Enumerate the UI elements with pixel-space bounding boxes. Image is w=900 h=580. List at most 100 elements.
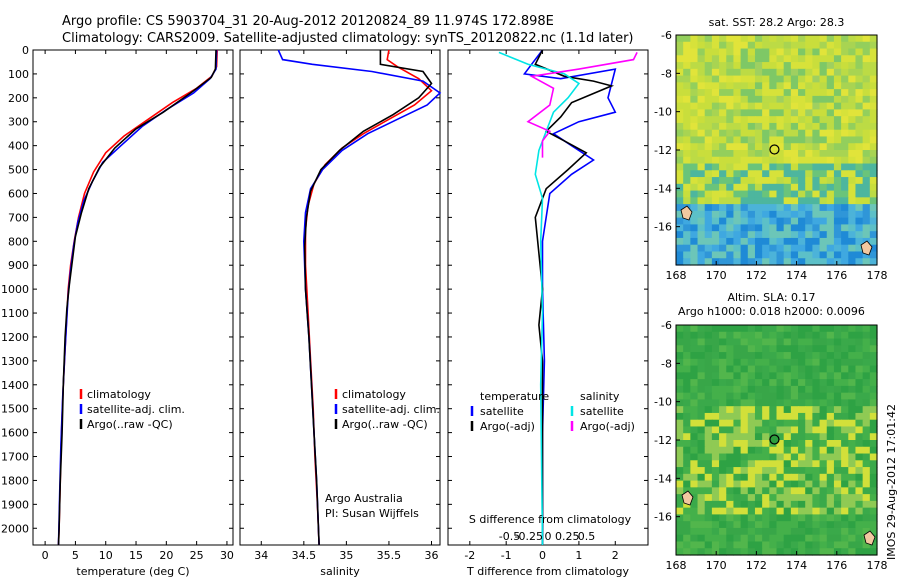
map-cell	[855, 534, 864, 543]
map-cell	[819, 210, 828, 219]
map-cell	[776, 95, 785, 104]
map-cell	[805, 507, 813, 516]
map-cell	[711, 136, 720, 144]
map-cell	[697, 352, 706, 360]
map-cell	[683, 35, 691, 43]
map-cell	[805, 487, 813, 495]
map-cell	[726, 109, 735, 117]
map-cell	[711, 507, 720, 516]
map-cell	[812, 541, 821, 549]
map-cell	[790, 426, 799, 434]
map-cell	[740, 358, 749, 367]
map-cell	[819, 41, 828, 50]
map-cell	[754, 345, 763, 353]
map-cell	[769, 197, 778, 205]
map-cell	[855, 419, 864, 428]
map-cell	[776, 48, 785, 56]
map-cell	[841, 244, 849, 253]
map-cell	[798, 325, 806, 333]
map-cell	[711, 122, 720, 131]
map-cell	[790, 163, 799, 171]
map-cell	[733, 75, 742, 83]
map-cell	[826, 399, 835, 407]
map-cell	[833, 406, 842, 414]
map-cell	[697, 473, 706, 482]
map-cell	[754, 379, 763, 387]
map-cell	[733, 217, 742, 226]
map-cell	[826, 514, 835, 522]
map-cell	[711, 129, 720, 138]
map-cell	[762, 41, 770, 50]
map-cell	[812, 507, 821, 516]
map-cell	[783, 500, 792, 509]
map-cell	[747, 399, 756, 407]
map-cell	[769, 102, 778, 111]
map-cell	[719, 102, 727, 111]
map-cell	[841, 89, 849, 97]
map-cell	[805, 109, 813, 117]
map-cell	[704, 433, 713, 441]
map-cell	[726, 325, 735, 333]
map-cell	[869, 190, 878, 198]
map-cell	[697, 82, 706, 90]
map-cell	[783, 345, 792, 353]
map-cell	[855, 224, 864, 232]
map-cell	[855, 48, 864, 56]
map-cell	[726, 68, 735, 77]
x-tick-label: 1	[575, 549, 582, 562]
map-cell	[754, 453, 763, 461]
map-cell	[783, 35, 792, 43]
map-cell	[740, 163, 749, 171]
map-cell	[733, 258, 742, 266]
map-cell	[704, 244, 713, 253]
map-cell	[740, 68, 749, 77]
map-cell	[869, 406, 878, 414]
map-cell	[733, 237, 742, 246]
map-cell	[690, 487, 699, 495]
map-cell	[826, 480, 835, 488]
map-cell	[697, 385, 706, 394]
x-tick-label: 35.5	[377, 549, 402, 562]
map-cell	[869, 41, 878, 50]
map-cell	[683, 500, 691, 509]
map-cell	[826, 150, 835, 158]
y-tick-label: 300	[8, 116, 29, 129]
map-cell	[798, 419, 806, 428]
map-cell	[754, 358, 763, 367]
map-cell	[690, 163, 699, 171]
map-cell	[812, 433, 821, 441]
map-cell	[719, 480, 727, 488]
map-cell	[711, 109, 720, 117]
map-cell	[855, 68, 864, 77]
map-cell	[676, 129, 684, 138]
map-cell	[798, 231, 806, 239]
map-cell	[812, 102, 821, 111]
map-cell	[790, 62, 799, 70]
map-cell	[697, 372, 706, 380]
map-cell	[790, 82, 799, 90]
map-cell	[862, 541, 871, 549]
map-cell	[841, 109, 849, 117]
sst-map-title: sat. SST: 28.2 Argo: 28.3	[709, 16, 845, 29]
map-cell	[690, 473, 699, 482]
map-cell	[790, 392, 799, 401]
map-cell	[783, 109, 792, 117]
map-cell	[733, 440, 742, 448]
map-cell	[754, 392, 763, 401]
map-cell	[740, 507, 749, 516]
map-cell	[711, 170, 720, 178]
map-cell	[747, 244, 756, 253]
map-cell	[855, 500, 864, 509]
x-tick-label: 5	[72, 549, 79, 562]
map-cell	[798, 392, 806, 401]
map-cell	[733, 197, 742, 205]
map-cell	[754, 480, 763, 488]
map-cell	[704, 338, 713, 346]
map-cell	[754, 82, 763, 90]
map-cell	[747, 392, 756, 401]
map-cell	[711, 541, 720, 549]
map-cell	[676, 183, 684, 192]
map-cell	[776, 419, 785, 428]
map-cell	[848, 82, 857, 90]
map-cell	[697, 122, 706, 131]
